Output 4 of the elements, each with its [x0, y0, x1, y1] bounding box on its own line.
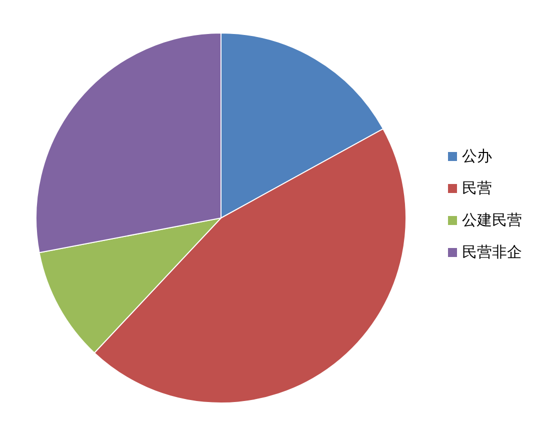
legend-label: 民营 [462, 178, 492, 199]
legend-label: 公办 [462, 146, 492, 167]
legend-label: 民营非企 [462, 242, 522, 263]
legend-label: 公建民营 [462, 210, 522, 231]
